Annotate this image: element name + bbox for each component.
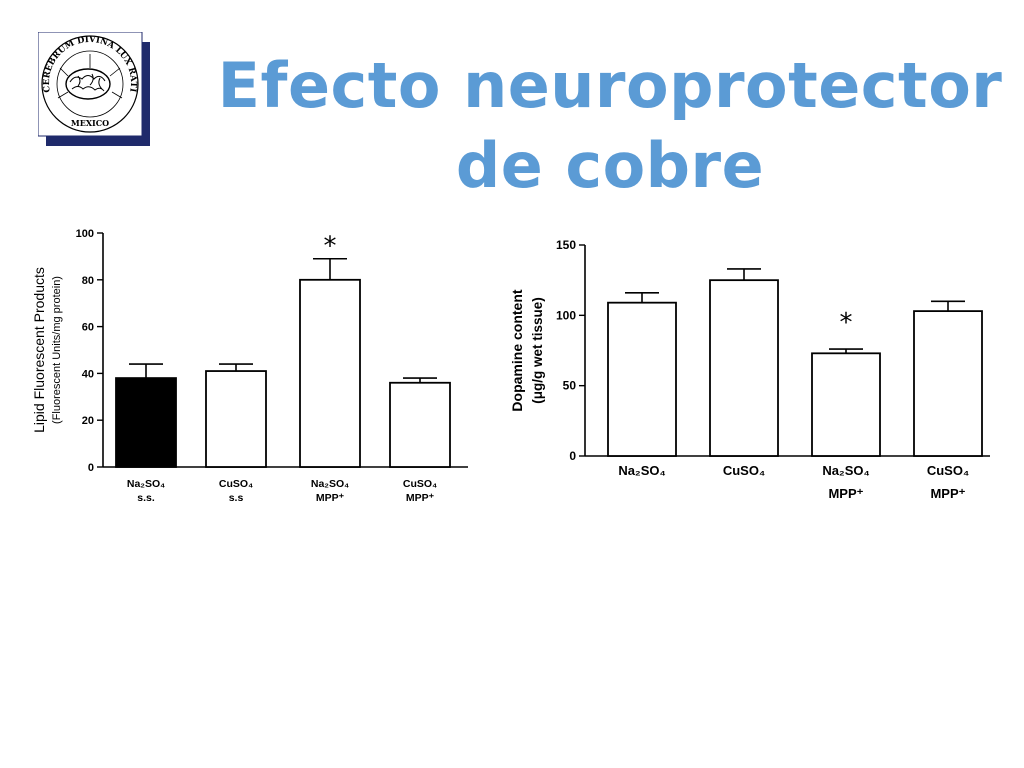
category-sublabel: s.s (229, 492, 244, 504)
slide-title-line1: Efecto neuroprotector (217, 49, 1003, 122)
y-tick-label: 50 (563, 379, 577, 393)
category-label: Na₂SO₄ (618, 463, 665, 478)
y-tick-label: 20 (82, 415, 94, 427)
bar (115, 377, 177, 468)
category-label: Na₂SO₄ (822, 463, 869, 478)
category-label: CuSO₄ (723, 463, 765, 478)
category-sublabel: MPP⁺ (930, 486, 965, 501)
y-tick-label: 0 (569, 449, 576, 463)
bar (913, 310, 983, 457)
category-sublabel: s.s. (137, 492, 155, 504)
y-axis-label-units: (Fluorescent Units/mg protein) (51, 276, 63, 424)
dopamine-content-chart: 0 50 100 150 Dopamine content (μg/g wet tissu… (509, 238, 990, 501)
category-sublabel: MPP⁺ (828, 486, 863, 501)
bar (205, 370, 267, 468)
institution-seal-logo: CEREBRUM DIVINA LUX RATIO SALUS SCIENTIA… (38, 32, 150, 146)
y-tick-label: 100 (76, 228, 94, 240)
category-sublabel: MPP⁺ (316, 492, 345, 504)
y-tick-label: 150 (556, 238, 576, 252)
category-label: CuSO₄ (403, 478, 437, 490)
category-label: CuSO₄ (219, 478, 253, 490)
y-axis-label: Lipid Fluorescent Products (31, 267, 47, 433)
bar (709, 279, 779, 457)
y-tick-label: 80 (82, 275, 94, 287)
y-axis-label-units: (μg/g wet tissue) (530, 297, 545, 404)
slide-title-line2: de cobre (455, 129, 765, 202)
y-tick-label: 60 (82, 322, 94, 334)
category-sublabel: MPP⁺ (406, 492, 435, 504)
significance-asterisk: * (324, 232, 337, 262)
y-axis-label: Dopamine content (509, 289, 525, 411)
slide-title: Efecto neuroprotector de cobre (200, 46, 1020, 206)
bar (607, 301, 677, 457)
y-tick-label: 40 (82, 368, 94, 380)
seal-bottom-text: MEXICO (71, 118, 109, 128)
category-label: CuSO₄ (927, 463, 969, 478)
significance-asterisk: * (840, 308, 853, 338)
bar (811, 352, 881, 457)
bar (299, 278, 361, 468)
lipid-fluorescence-chart: 0 20 40 60 80 100 Lipid Fluorescent Products (F… (31, 228, 468, 504)
category-label: Na₂SO₄ (127, 478, 165, 490)
y-tick-label: 100 (556, 308, 576, 322)
category-label: Na₂SO₄ (311, 478, 349, 490)
bar (389, 381, 451, 468)
y-tick-label: 0 (88, 462, 94, 474)
